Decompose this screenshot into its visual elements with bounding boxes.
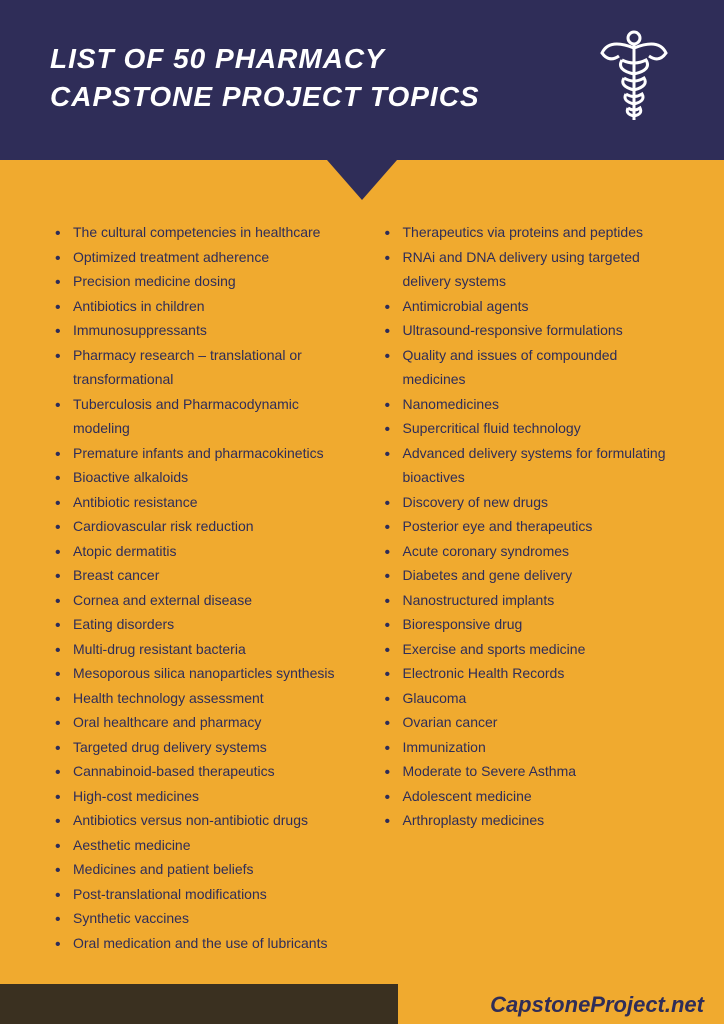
topic-item: Medicines and patient beliefs: [55, 857, 355, 882]
left-column: The cultural competencies in healthcareO…: [55, 220, 355, 955]
topic-item: Exercise and sports medicine: [385, 637, 685, 662]
topic-item: Supercritical fluid technology: [385, 416, 685, 441]
topic-list-left: The cultural competencies in healthcareO…: [55, 220, 355, 955]
site-name: CapstoneProject.net: [490, 992, 704, 1018]
topic-item: Adolescent medicine: [385, 784, 685, 809]
topic-item: Moderate to Severe Asthma: [385, 759, 685, 784]
topic-item: Cannabinoid-based therapeutics: [55, 759, 355, 784]
topic-item: Oral healthcare and pharmacy: [55, 710, 355, 735]
topic-item: Nanostructured implants: [385, 588, 685, 613]
topic-item: Aesthetic medicine: [55, 833, 355, 858]
topic-item: Immunosuppressants: [55, 318, 355, 343]
topic-item: Oral medication and the use of lubricant…: [55, 931, 355, 956]
topic-item: Breast cancer: [55, 563, 355, 588]
header-notch: [327, 160, 397, 200]
topic-item: Post-translational modifications: [55, 882, 355, 907]
topic-item: Synthetic vaccines: [55, 906, 355, 931]
topic-item: Arthroplasty medicines: [385, 808, 685, 833]
topic-item: Nanomedicines: [385, 392, 685, 417]
topic-item: Premature infants and pharmacokinetics: [55, 441, 355, 466]
topic-item: Cardiovascular risk reduction: [55, 514, 355, 539]
topic-item: Optimized treatment adherence: [55, 245, 355, 270]
topic-item: Diabetes and gene delivery: [385, 563, 685, 588]
topic-list-right: Therapeutics via proteins and peptidesRN…: [385, 220, 685, 833]
topic-item: Bioactive alkaloids: [55, 465, 355, 490]
topic-item: Quality and issues of compounded medicin…: [385, 343, 685, 392]
header: LIST OF 50 PHARMACY CAPSTONE PROJECT TOP…: [0, 0, 724, 160]
topic-item: Mesoporous silica nanoparticles synthesi…: [55, 661, 355, 686]
topic-item: Health technology assessment: [55, 686, 355, 711]
topic-item: Therapeutics via proteins and peptides: [385, 220, 685, 245]
topic-item: Antimicrobial agents: [385, 294, 685, 319]
topic-item: RNAi and DNA delivery using targeted del…: [385, 245, 685, 294]
topic-item: Discovery of new drugs: [385, 490, 685, 515]
topic-item: Tuberculosis and Pharmacodynamic modelin…: [55, 392, 355, 441]
topic-item: Bioresponsive drug: [385, 612, 685, 637]
topic-item: Precision medicine dosing: [55, 269, 355, 294]
right-column: Therapeutics via proteins and peptidesRN…: [385, 220, 685, 955]
caduceus-icon: [594, 28, 674, 133]
topic-item: Ovarian cancer: [385, 710, 685, 735]
topic-item: Pharmacy research – translational or tra…: [55, 343, 355, 392]
topic-item: Posterior eye and therapeutics: [385, 514, 685, 539]
topic-item: The cultural competencies in healthcare: [55, 220, 355, 245]
topic-item: Targeted drug delivery systems: [55, 735, 355, 760]
topic-item: High-cost medicines: [55, 784, 355, 809]
topic-item: Multi-drug resistant bacteria: [55, 637, 355, 662]
topic-item: Cornea and external disease: [55, 588, 355, 613]
page-title: LIST OF 50 PHARMACY CAPSTONE PROJECT TOP…: [50, 40, 530, 116]
topic-item: Immunization: [385, 735, 685, 760]
topic-item: Eating disorders: [55, 612, 355, 637]
topic-item: Ultrasound-responsive formulations: [385, 318, 685, 343]
topic-item: Glaucoma: [385, 686, 685, 711]
topic-item: Antibiotics versus non-antibiotic drugs: [55, 808, 355, 833]
topic-item: Atopic dermatitis: [55, 539, 355, 564]
content-columns: The cultural competencies in healthcareO…: [0, 160, 724, 995]
topic-item: Advanced delivery systems for formulatin…: [385, 441, 685, 490]
topic-item: Antibiotics in children: [55, 294, 355, 319]
topic-item: Electronic Health Records: [385, 661, 685, 686]
topic-item: Antibiotic resistance: [55, 490, 355, 515]
topic-item: Acute coronary syndromes: [385, 539, 685, 564]
